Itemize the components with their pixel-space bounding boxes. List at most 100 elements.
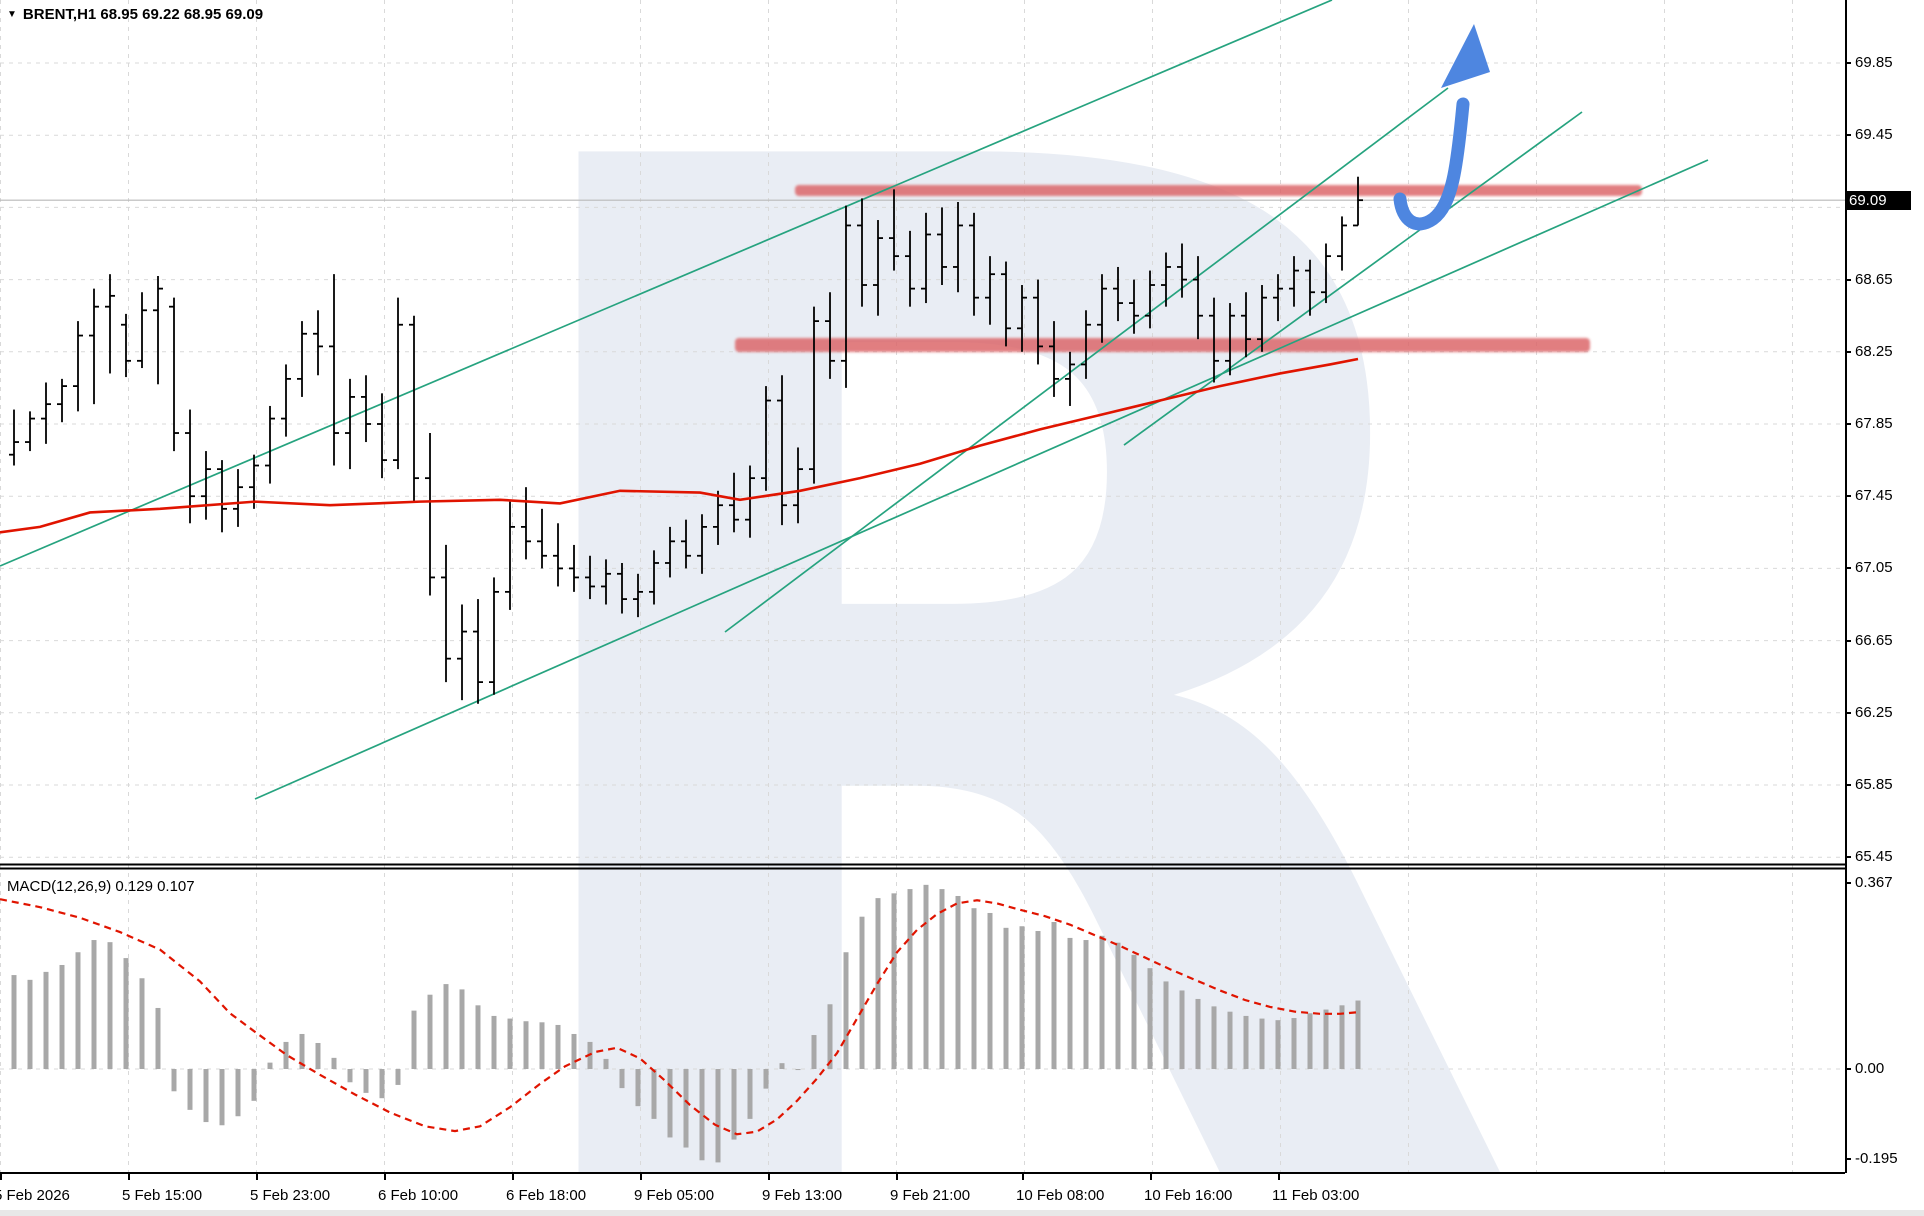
macd-histogram-bar: [507, 1018, 513, 1069]
time-tick-label: 9 Feb 05:00: [634, 1187, 715, 1204]
macd-histogram-bar: [283, 1041, 289, 1069]
price-bar: [1257, 285, 1267, 352]
macd-tick-label: -0.195: [1855, 1150, 1898, 1167]
price-tick-label: 69.45: [1855, 126, 1893, 144]
price-bar: [329, 274, 339, 466]
macd-histogram-bar: [747, 1069, 753, 1119]
price-tickmark: [1845, 423, 1851, 425]
price-bar: [1033, 279, 1043, 365]
price-bar: [185, 409, 195, 524]
price-bar: [1209, 297, 1219, 383]
macd-histogram-bar: [91, 940, 97, 1069]
price-bar: [153, 275, 163, 385]
price-bar: [457, 604, 467, 701]
price-bar: [537, 508, 547, 569]
ma-line[interactable]: [0, 357, 1359, 534]
macd-tickmark: [1845, 1158, 1851, 1160]
macd-histogram-bar: [235, 1069, 241, 1117]
price-tick-label: 68.25: [1855, 342, 1893, 360]
price-tick-label: 67.05: [1855, 559, 1893, 577]
macd-tick-label: 0.00: [1855, 1060, 1885, 1077]
macd-histogram-bar: [315, 1042, 321, 1069]
macd-histogram-bar: [571, 1033, 577, 1069]
price-bar: [409, 315, 419, 502]
price-tick-label: 68.65: [1855, 270, 1893, 288]
macd-histogram-bar: [1099, 935, 1105, 1069]
macd-histogram-bar: [1227, 1011, 1233, 1069]
macd-histogram-bar: [1035, 931, 1041, 1069]
panel-separator[interactable]: [0, 867, 1845, 870]
price-bar: [1337, 216, 1347, 271]
macd-histogram-bar: [667, 1069, 673, 1138]
macd-tickmark: [1845, 1068, 1851, 1070]
time-tickmark: [1150, 1173, 1152, 1180]
macd-histogram-bar: [891, 893, 897, 1069]
macd-histogram-bar: [395, 1069, 401, 1085]
price-bar: [89, 288, 99, 405]
macd-tick-label: 0.367: [1855, 874, 1893, 891]
price-bar: [1353, 176, 1363, 227]
macd-histogram-bar: [1339, 1005, 1345, 1069]
time-tick-label: 5 Feb 2026: [0, 1187, 70, 1204]
macd-histogram-bar: [123, 958, 129, 1069]
macd-histogram-bar: [219, 1069, 225, 1126]
macd-histogram-bar: [1003, 927, 1009, 1069]
price-tick-label: 66.65: [1855, 631, 1893, 649]
trendline[interactable]: [254, 159, 1709, 800]
price-tickmark: [1845, 639, 1851, 642]
resistance-zone[interactable]: [795, 185, 1642, 196]
price-bar: [889, 189, 899, 271]
price-bar: [1305, 259, 1315, 316]
price-tickmark: [1845, 350, 1851, 353]
price-bar: [233, 469, 243, 527]
current-price-badge: 69.09: [1845, 190, 1911, 210]
price-bar: [649, 550, 659, 605]
price-bar: [425, 433, 435, 596]
price-bar: [761, 386, 771, 491]
price-bar: [1049, 321, 1059, 397]
price-bar: [633, 573, 643, 618]
price-bar: [969, 212, 979, 316]
macd-histogram-bar: [1147, 968, 1153, 1069]
chevron-down-icon[interactable]: ▼: [7, 8, 17, 20]
time-tickmark: [256, 1173, 258, 1180]
price-tickmark: [1845, 784, 1851, 786]
up-arrow-annotation[interactable]: [1393, 97, 1470, 231]
macd-histogram-bar: [523, 1021, 529, 1069]
macd-histogram-bar: [1067, 937, 1073, 1069]
macd-histogram-bar: [923, 884, 929, 1069]
price-tick-label: 65.85: [1855, 776, 1893, 793]
panel-separator[interactable]: [0, 863, 1845, 866]
price-tickmark: [1845, 62, 1851, 64]
macd-histogram-bar: [267, 1062, 273, 1069]
chart-canvas[interactable]: R: [0, 0, 1845, 1173]
price-bar: [809, 306, 819, 484]
macd-histogram-bar: [619, 1069, 625, 1089]
price-bar: [585, 555, 595, 600]
price-axis[interactable]: 69.85 69.45 68.65 68.25 67.85 67.45 67.05 66.65…: [1845, 0, 1924, 1216]
support-zone[interactable]: [735, 338, 1590, 352]
macd-histogram-bar: [907, 889, 913, 1069]
time-tick-label: 11 Feb 03:00: [1272, 1187, 1360, 1204]
price-bar: [441, 544, 451, 683]
symbol-ohlc-text: BRENT,H1 68.95 69.22 68.95 69.09: [22, 6, 264, 23]
price-bar: [377, 393, 387, 479]
price-bar: [361, 375, 371, 443]
macd-histogram-bar: [1019, 926, 1025, 1069]
macd-histogram-bar: [779, 1063, 785, 1069]
macd-histogram-bar: [555, 1024, 561, 1069]
time-axis[interactable]: 5 Feb 2026 5 Feb 15:00 5 Feb 23:00 6 Feb 10…: [0, 1173, 1924, 1210]
price-bar: [1145, 270, 1155, 329]
price-bar: [73, 321, 83, 412]
macd-histogram-bar: [795, 1069, 801, 1071]
symbol-ohlc-readout[interactable]: ▼ BRENT,H1 68.95 69.22 68.95 69.09: [7, 6, 263, 23]
price-bar: [345, 378, 355, 470]
time-tick-label: 10 Feb 16:00: [1144, 1187, 1233, 1204]
macd-histogram-bar: [1211, 1006, 1217, 1069]
price-tickmark: [1845, 711, 1851, 714]
time-tickmark: [384, 1173, 386, 1180]
macd-histogram-bar: [1307, 1013, 1313, 1069]
up-arrow-head: [1441, 24, 1490, 88]
macd-histogram-bar: [75, 952, 81, 1069]
macd-histogram-bar: [155, 1007, 161, 1069]
